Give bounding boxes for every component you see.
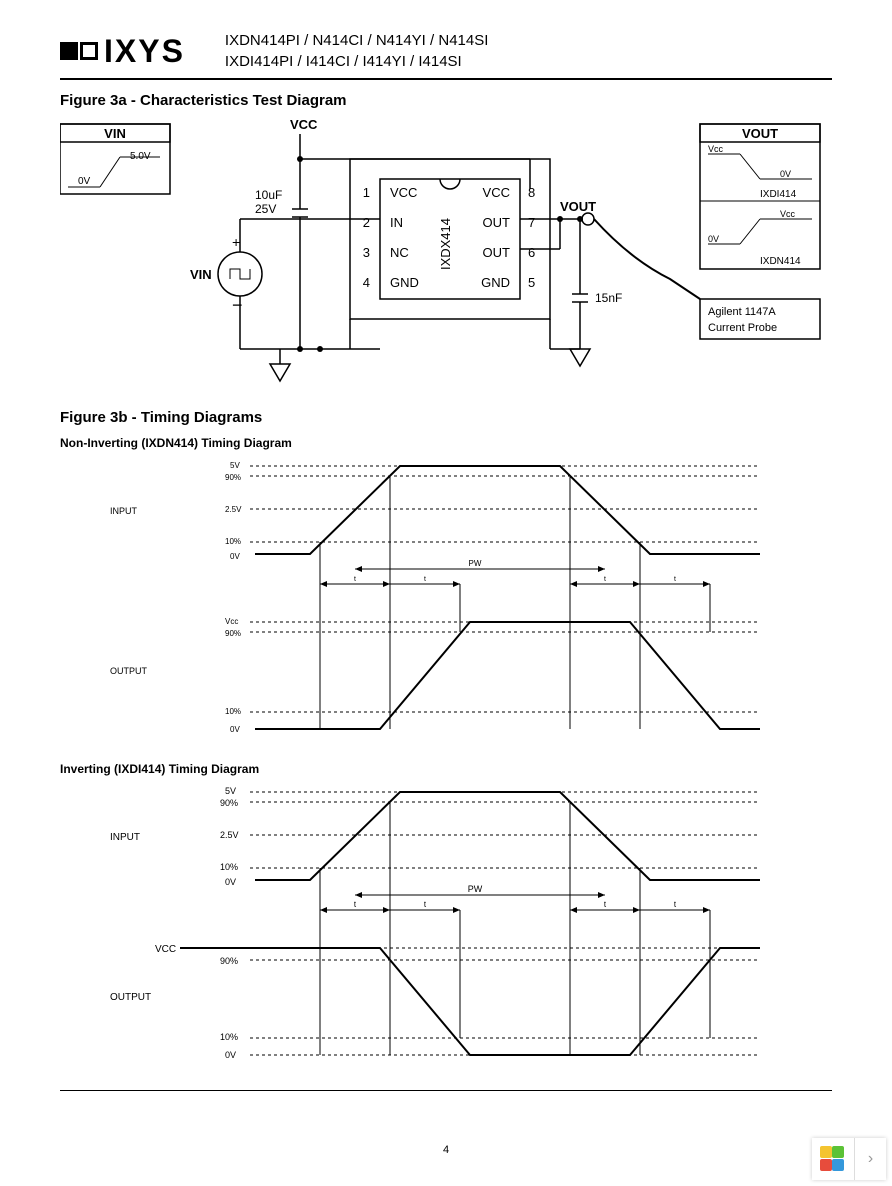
logo-square-outline — [80, 42, 98, 60]
tr1-inv: t — [354, 900, 357, 909]
output-label-inv: OUTPUT — [110, 992, 151, 1003]
vcc-out-inv: VCC — [155, 944, 176, 955]
tr2-label: t — [424, 576, 426, 583]
logo-text: IXYS — [104, 33, 185, 70]
v0-out-label: 0V — [230, 725, 240, 734]
vcc-out-label: Vcc — [225, 617, 238, 626]
vout-top-high: Vcc — [708, 144, 724, 154]
v0-inv: 0V — [225, 877, 236, 887]
v25-label: 2.5V — [225, 505, 242, 514]
pin-6-num: 6 — [528, 245, 535, 260]
vout-box-label: VOUT — [742, 126, 778, 141]
parts-line-1: IXDN414PI / N414CI / N414YI / N414SI — [225, 30, 488, 51]
minus-icon: − — [232, 295, 243, 315]
chip-name: IXDX414 — [438, 218, 453, 270]
timing-inv: INPUT 5V 90% 2.5V 10% 0V PW t t — [100, 780, 832, 1080]
pin-5-label: GND — [481, 275, 510, 290]
p10-label: 10% — [225, 537, 241, 546]
part-numbers: IXDN414PI / N414CI / N414YI / N414SI IXD… — [225, 30, 488, 72]
footer-rule — [60, 1090, 832, 1095]
cap2-label: 15nF — [595, 291, 622, 305]
tf1-label: t — [604, 576, 606, 583]
v5-label: 5V — [230, 461, 240, 470]
pin-2-label: IN — [390, 215, 403, 230]
pin-7-num: 7 — [528, 215, 535, 230]
cap1-voltage: 25V — [255, 202, 276, 216]
pin-7-label: OUT — [483, 215, 511, 230]
probe-line2: Current Probe — [708, 322, 777, 334]
noninv-subtitle: Non-Inverting (IXDN414) Timing Diagram — [60, 436, 832, 450]
v0-label: 0V — [230, 552, 240, 561]
pin-5-num: 5 — [528, 275, 535, 290]
tf2-label: t — [674, 576, 676, 583]
pw-inv-label: PW — [468, 884, 483, 894]
tr1-label: t — [354, 576, 356, 583]
pin-1-label: VCC — [390, 185, 417, 200]
pin-4-label: GND — [390, 275, 419, 290]
pin-6-label: OUT — [483, 245, 511, 260]
cap1-value: 10uF — [255, 188, 282, 202]
vcc-label: VCC — [290, 119, 318, 132]
output-label: OUTPUT — [110, 666, 148, 676]
plus-icon: + — [232, 234, 240, 250]
vin-src-label: VIN — [190, 267, 212, 282]
v5-inv: 5V — [225, 786, 236, 796]
vin-box-label: VIN — [104, 126, 126, 141]
pin-1-num: 1 — [363, 185, 370, 200]
page-header: IXYS IXDN414PI / N414CI / N414YI / N414S… — [60, 30, 832, 80]
nav-next-icon[interactable]: › — [854, 1138, 886, 1180]
v25-inv: 2.5V — [220, 830, 239, 840]
p10-out-label: 10% — [225, 707, 241, 716]
pin-3-label: NC — [390, 245, 409, 260]
timing-noninv: INPUT 5V 90% 2.5V 10% 0V PW t t — [100, 454, 832, 754]
vout-label: VOUT — [560, 199, 596, 214]
circuit-diagram: VIN 0V 5.0V VCC 10uF 25V VIN + − — [60, 119, 832, 399]
vout-top-low: 0V — [780, 169, 791, 179]
circuit-svg: VIN 0V 5.0V VCC 10uF 25V VIN + − — [60, 119, 830, 399]
figure-3b-title: Figure 3b - Timing Diagrams — [60, 409, 832, 426]
p10-inv: 10% — [220, 862, 238, 872]
vin-low: 0V — [78, 176, 91, 187]
v0-out-inv: 0V — [225, 1050, 236, 1060]
tf2-inv: t — [674, 900, 677, 909]
p90-out-inv: 90% — [220, 956, 238, 966]
nav-logo-icon — [812, 1138, 854, 1180]
input-label: INPUT — [110, 506, 138, 516]
input-label-inv: INPUT — [110, 832, 140, 843]
tf1-inv: t — [604, 900, 607, 909]
pin-2-num: 2 — [363, 215, 370, 230]
ixys-logo: IXYS — [60, 33, 185, 70]
vout-bot-high: Vcc — [780, 209, 796, 219]
pin-4-num: 4 — [363, 275, 370, 290]
pw-noninv-label: PW — [469, 559, 482, 568]
page-number: 4 — [0, 1144, 892, 1156]
tr2-inv: t — [424, 900, 427, 909]
parts-line-2: IXDI414PI / I414CI / I414YI / I414SI — [225, 51, 488, 72]
p90-out-label: 90% — [225, 629, 241, 638]
pin-8-num: 8 — [528, 185, 535, 200]
nav-widget[interactable]: › — [812, 1138, 886, 1180]
pin-8-label: VCC — [483, 185, 510, 200]
vout-bot-low: 0V — [708, 234, 719, 244]
p10-out-inv: 10% — [220, 1032, 238, 1042]
probe-line1: Agilent 1147A — [708, 306, 776, 318]
vout-bot-caption: IXDN414 — [760, 256, 801, 267]
p90-inv: 90% — [220, 798, 238, 808]
figure-3a-title: Figure 3a - Characteristics Test Diagram — [60, 92, 832, 109]
vout-top-caption: IXDI414 — [760, 189, 797, 200]
pin-3-num: 3 — [363, 245, 370, 260]
logo-square-filled — [60, 42, 78, 60]
p90-label: 90% — [225, 473, 241, 482]
inv-subtitle: Inverting (IXDI414) Timing Diagram — [60, 762, 832, 776]
